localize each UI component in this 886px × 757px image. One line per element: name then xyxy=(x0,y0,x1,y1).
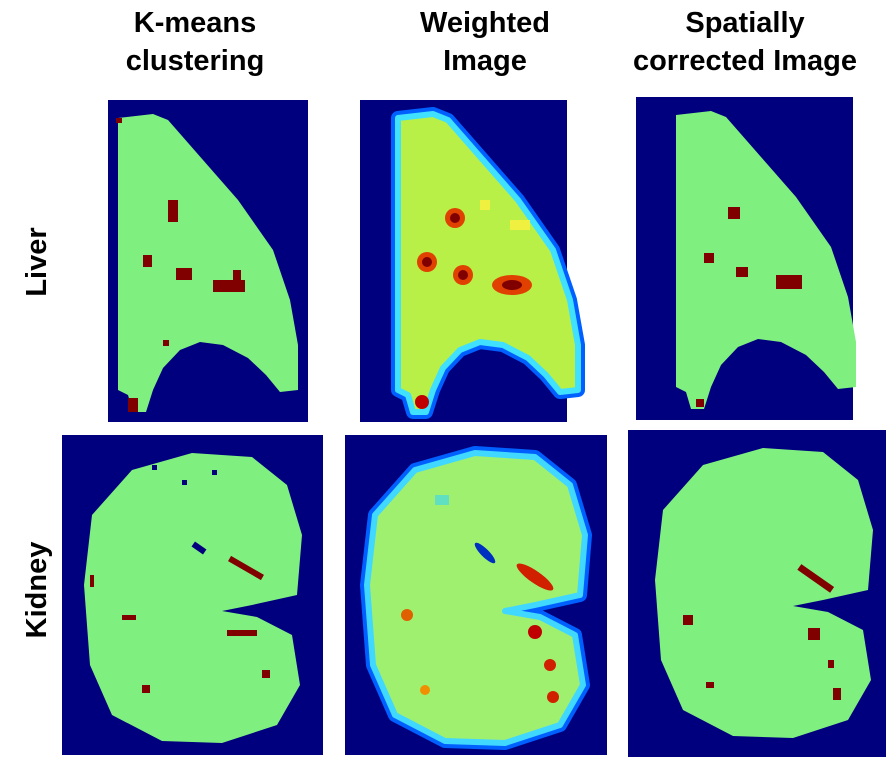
header-line: Spatially xyxy=(685,7,804,39)
image-panel xyxy=(360,100,578,422)
header-line: Image xyxy=(443,45,527,77)
column-header: K-means clustering xyxy=(126,7,265,77)
image-panel xyxy=(62,435,323,755)
row-label: Kidney xyxy=(21,542,53,639)
header-line: clustering xyxy=(126,45,265,77)
header-line: corrected Image xyxy=(633,45,857,77)
image-panel xyxy=(628,430,886,757)
figure: K-means clustering Weighted Image Spatia… xyxy=(0,0,886,757)
image-panel xyxy=(636,97,856,420)
header-line: K-means xyxy=(134,7,257,39)
image-panel xyxy=(345,435,607,755)
image-panel xyxy=(108,100,308,422)
row-label: Liver xyxy=(21,227,53,296)
column-header: Spatially corrected Image xyxy=(633,7,857,77)
header-line: Weighted xyxy=(420,7,550,39)
page: {"columns": [ {"lines": ["K-means", "clu… xyxy=(0,0,886,757)
column-header: Weighted Image xyxy=(420,7,550,77)
